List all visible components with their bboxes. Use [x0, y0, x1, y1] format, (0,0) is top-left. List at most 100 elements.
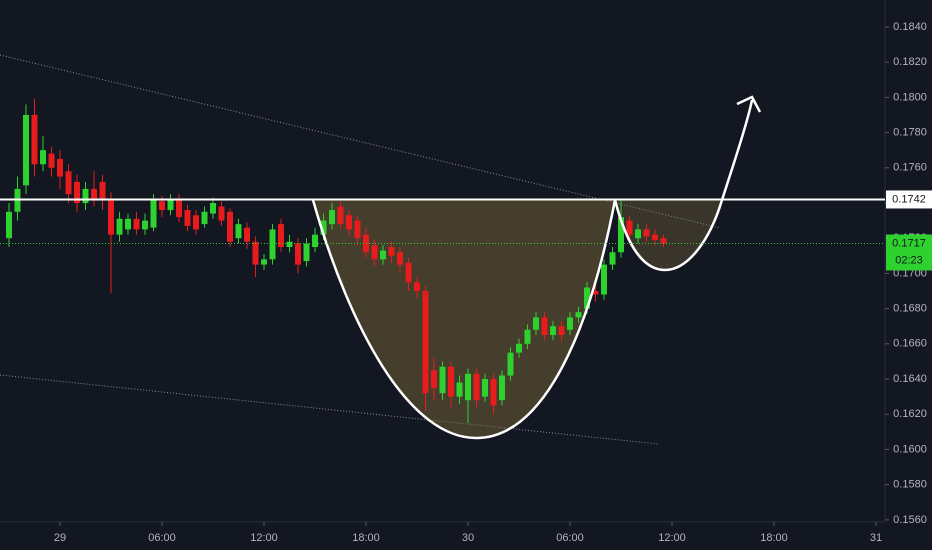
candle-body [57, 158, 64, 177]
candle-body [31, 114, 38, 165]
candle-body [235, 224, 242, 239]
upper-trendline [0, 54, 721, 229]
candle-body [439, 366, 446, 394]
candle-body [99, 181, 106, 200]
candle-body [371, 245, 378, 260]
candle-body [354, 220, 361, 239]
candle-body [422, 291, 429, 394]
resistance-label: 0.1742 [892, 193, 926, 205]
candle-body [549, 326, 556, 336]
candle-body [507, 352, 514, 376]
candle-body [244, 227, 251, 242]
y-tick-label: 0.1620 [893, 408, 927, 420]
candle-body [312, 234, 319, 248]
candle-body [193, 215, 200, 230]
candle-body [388, 247, 395, 256]
x-tick-label: 06:00 [148, 532, 176, 544]
y-tick-label: 0.1840 [893, 21, 927, 33]
candle-body [210, 202, 217, 214]
candle-body [201, 211, 208, 225]
candle-body [125, 218, 132, 230]
candle-body [405, 262, 412, 283]
marks [6, 99, 667, 424]
candle-body [456, 382, 463, 397]
cup-fill [313, 200, 615, 439]
candle-body [116, 218, 123, 235]
candle-body [6, 211, 13, 239]
x-tick-label: 30 [462, 532, 474, 544]
y-tick-label: 0.1680 [893, 303, 927, 315]
candle-body [583, 287, 590, 309]
y-tick-label: 0.1580 [893, 479, 927, 491]
y-tick-label: 0.1560 [893, 514, 927, 526]
candle-body [48, 153, 55, 168]
candle-body [337, 206, 344, 225]
x-tick-label: 06:00 [556, 532, 584, 544]
candle-body [252, 241, 259, 265]
candle-body [541, 317, 548, 336]
candle-body [40, 150, 47, 165]
candle-body [167, 199, 174, 211]
candle-body [575, 312, 582, 318]
candle-body [643, 229, 650, 237]
candle-body [626, 220, 633, 235]
resistance-label-bg [886, 190, 932, 209]
candle-body [329, 210, 336, 225]
lower-trendline [0, 374, 659, 445]
x-tick-label: 12:00 [250, 532, 278, 544]
y-tick-label: 0.1760 [893, 162, 927, 174]
candle-body [320, 220, 327, 235]
y-tick-label: 0.1800 [893, 91, 927, 103]
candle-body [23, 114, 30, 186]
candle-body [498, 375, 505, 401]
candle-body [634, 229, 641, 239]
candle-body [133, 218, 140, 230]
candle-body [91, 188, 98, 200]
countdown-label: 02:23 [895, 254, 923, 266]
candle-body [346, 215, 353, 230]
candle-body [651, 234, 658, 240]
candle-body [261, 259, 268, 265]
x-tick-label: 12:00 [658, 532, 686, 544]
last-price-label: 0.1717 [892, 237, 926, 249]
cup-outline [311, 199, 617, 440]
candle-body [609, 252, 616, 265]
candle-body [617, 217, 624, 253]
y-tick-label: 0.1780 [893, 126, 927, 138]
candle-body [566, 317, 573, 330]
candle-body [108, 199, 115, 235]
candle-body [515, 343, 522, 353]
candle-body [558, 326, 565, 336]
candle-body [65, 171, 72, 195]
candle-body [481, 379, 488, 397]
candle-body [464, 373, 471, 401]
candle-body [431, 370, 438, 388]
candle-body [473, 373, 480, 401]
candle-body [142, 220, 149, 230]
candle-body [380, 250, 387, 260]
candle-body [660, 238, 667, 244]
candle-body [447, 366, 454, 397]
handle-arrow [613, 99, 754, 272]
x-tick-label: 29 [54, 532, 66, 544]
candle-body [600, 264, 607, 295]
y-tick-label: 0.1640 [893, 373, 927, 385]
candle-body [227, 211, 234, 242]
candle-body [532, 317, 539, 330]
candle-body [278, 224, 285, 248]
candle-body [74, 181, 81, 203]
candle-body [490, 379, 497, 406]
candle-body [218, 206, 225, 221]
candle-body [286, 241, 293, 248]
candle-body [295, 243, 302, 265]
last-price-label-bg [886, 234, 932, 271]
candle-body [414, 282, 421, 292]
candle-body [303, 243, 310, 262]
candle-body [269, 229, 276, 260]
candle-body [184, 210, 191, 226]
candle-body [82, 188, 89, 203]
y-tick-label: 0.1600 [893, 443, 927, 455]
